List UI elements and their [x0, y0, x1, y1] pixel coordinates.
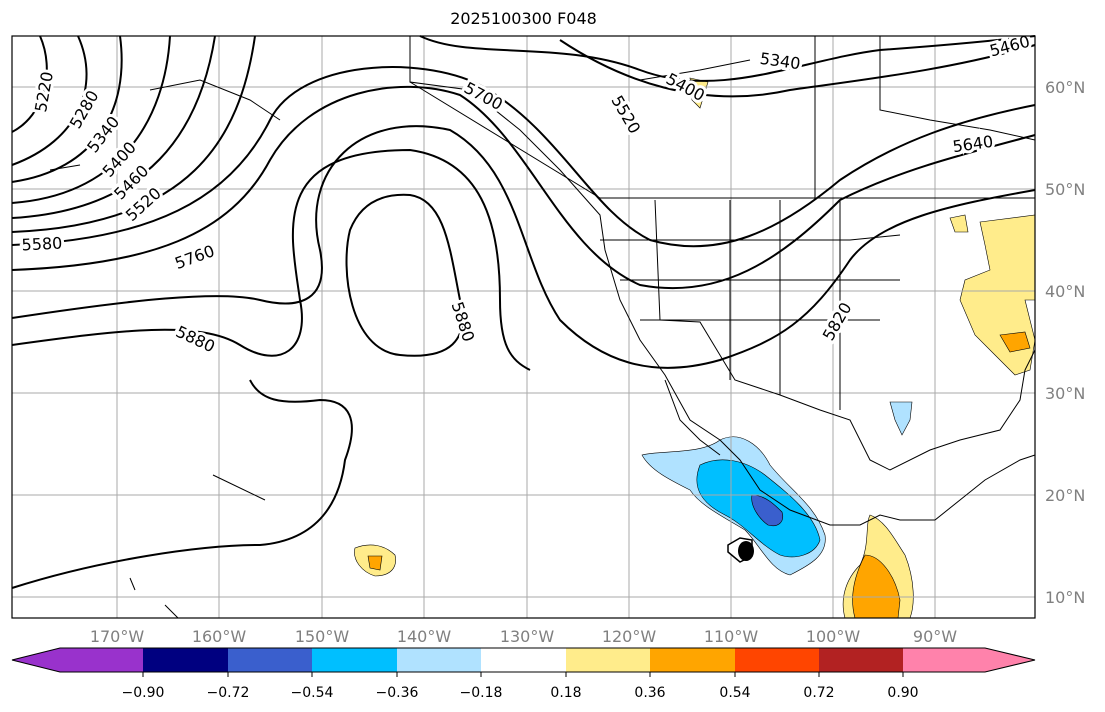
colorbar-segment: [903, 648, 1035, 672]
colorbar-segment: [312, 648, 397, 672]
map-panel: 5220 5280 5340 5400 5460 5520 5580 5760 …: [11, 29, 1036, 619]
colorbar-tick: 0.72: [803, 685, 834, 701]
colorbar-tick: −0.90: [122, 685, 165, 701]
lat-label: 30°N: [1045, 384, 1085, 403]
lon-label: 90°W: [913, 627, 957, 646]
lat-label: 50°N: [1045, 180, 1085, 199]
colorbar-tick: 0.36: [634, 685, 665, 701]
map-title: 2025100300 F048: [450, 9, 597, 28]
lon-label: 120°W: [602, 627, 657, 646]
lon-label: 160°W: [192, 627, 247, 646]
colorbar-segment: [481, 648, 566, 672]
height-contours: [11, 35, 1036, 589]
map-frame: [11, 35, 1036, 619]
lon-label: 170°W: [90, 627, 145, 646]
colorbar-segment: [228, 648, 312, 672]
latitude-labels: 60°N 50°N 40°N 30°N 20°N 10°N: [1045, 78, 1085, 607]
colorbar: [11, 647, 1036, 677]
graticule: [12, 36, 1035, 618]
colorbar-segment: [143, 648, 228, 672]
colorbar-segment: [735, 648, 819, 672]
lon-label: 150°W: [295, 627, 350, 646]
colorbar-tick: −0.18: [460, 685, 503, 701]
contour-label: 5580: [21, 233, 63, 254]
lat-label: 10°N: [1045, 588, 1085, 607]
shaded-field: [354, 77, 1036, 619]
colorbar-tick: 0.54: [719, 685, 750, 701]
lat-label: 40°N: [1045, 282, 1085, 301]
lon-label: 100°W: [806, 627, 861, 646]
colorbar-segment: [397, 648, 481, 672]
colorbar-segment: [566, 648, 650, 672]
colorbar-tick: −0.72: [207, 685, 250, 701]
lat-label: 60°N: [1045, 78, 1085, 97]
longitude-labels: 170°W 160°W 150°W 140°W 130°W 120°W 110°…: [90, 627, 957, 646]
coastlines: [49, 36, 1036, 619]
colorbar-tick: −0.36: [376, 685, 419, 701]
colorbar-tick-labels: −0.90 −0.72 −0.54 −0.36 −0.18 0.18 0.36 …: [122, 685, 919, 701]
lon-label: 110°W: [704, 627, 759, 646]
colorbar-tick: 0.18: [550, 685, 581, 701]
lon-label: 140°W: [397, 627, 452, 646]
colorbar-segment: [12, 648, 143, 672]
colorbar-segment: [819, 648, 903, 672]
colorbar-segment: [650, 648, 735, 672]
lon-label: 130°W: [500, 627, 555, 646]
colorbar-tick: 0.90: [887, 685, 918, 701]
colorbar-tick: −0.54: [291, 685, 334, 701]
colorbar-outline: [11, 647, 1036, 673]
lat-label: 20°N: [1045, 486, 1085, 505]
